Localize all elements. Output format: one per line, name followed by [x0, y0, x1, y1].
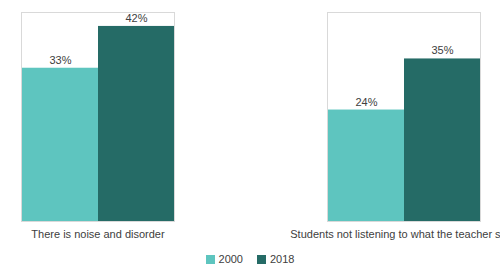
svg-text:33%: 33%: [49, 54, 71, 66]
svg-text:Students not listening to what: Students not listening to what the teach…: [290, 228, 500, 240]
svg-text:35%: 35%: [431, 44, 453, 56]
html-text:2000: 2000: [218, 253, 243, 265]
svg-text:24%: 24%: [355, 96, 377, 108]
html-text:2018: 2018: [270, 253, 295, 265]
svg-text:There is noise and disorder: There is noise and disorder: [31, 228, 165, 240]
svg-text:42%: 42%: [125, 12, 147, 24]
